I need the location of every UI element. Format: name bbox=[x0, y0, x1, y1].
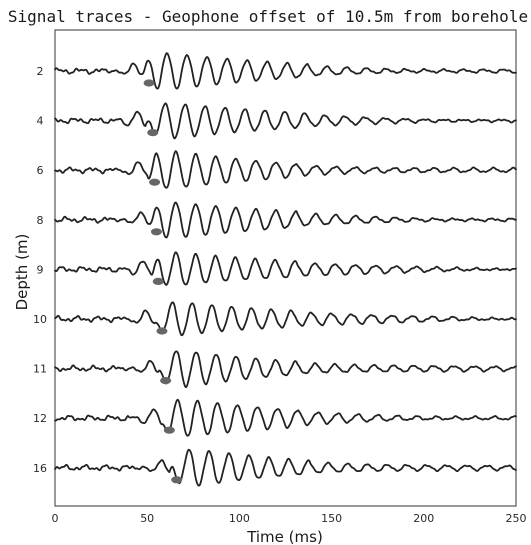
trace-depth-8 bbox=[54, 201, 517, 239]
first-arrival-markers bbox=[143, 79, 183, 484]
trace-depth-16 bbox=[54, 448, 517, 487]
x-axis-title: Time (ms) bbox=[246, 528, 323, 545]
x-tick-label-250: 250 bbox=[506, 512, 527, 525]
y-tick-label-8: 8 bbox=[37, 214, 44, 227]
trace-depth-4 bbox=[54, 102, 517, 140]
x-tick-labels: 0 50 100 150 200 250 bbox=[52, 512, 527, 525]
trace-depth-10 bbox=[54, 301, 517, 337]
y-tick-label-11: 11 bbox=[33, 363, 47, 376]
first-arrival-marker-8 bbox=[150, 228, 162, 236]
first-arrival-marker-11 bbox=[160, 377, 172, 385]
y-tick-label-10: 10 bbox=[33, 313, 47, 326]
trace-depth-9 bbox=[54, 251, 517, 286]
y-axis-title: Depth (m) bbox=[13, 234, 31, 311]
first-arrival-marker-12 bbox=[163, 426, 175, 434]
trace-depth-12 bbox=[54, 398, 517, 437]
trace-depth-6 bbox=[54, 150, 517, 189]
y-tick-label-4: 4 bbox=[37, 115, 44, 128]
chart-title: Signal traces - Geophone offset of 10.5m… bbox=[8, 7, 528, 26]
first-arrival-marker-4 bbox=[147, 129, 159, 137]
trace-depth-11 bbox=[54, 350, 517, 389]
first-arrival-marker-6 bbox=[149, 178, 161, 186]
y-tick-label-6: 6 bbox=[37, 164, 44, 177]
x-tick-label-0: 0 bbox=[52, 512, 59, 525]
first-arrival-marker-2 bbox=[143, 79, 155, 87]
x-tick-label-100: 100 bbox=[229, 512, 250, 525]
y-tick-labels: 2 4 6 8 9 10 11 12 16 bbox=[33, 65, 47, 475]
y-tick-label-12: 12 bbox=[33, 412, 47, 425]
first-arrival-marker-9 bbox=[152, 277, 164, 285]
traces-layer bbox=[54, 52, 517, 487]
x-tick-label-50: 50 bbox=[140, 512, 154, 525]
y-tick-label-16: 16 bbox=[33, 462, 47, 475]
y-tick-label-2: 2 bbox=[37, 65, 44, 78]
trace-depth-2 bbox=[54, 52, 517, 90]
first-arrival-marker-16 bbox=[171, 476, 183, 484]
x-tick-label-200: 200 bbox=[413, 512, 434, 525]
y-tick-label-9: 9 bbox=[37, 263, 44, 276]
first-arrival-marker-10 bbox=[156, 327, 168, 335]
x-tick-label-150: 150 bbox=[321, 512, 342, 525]
